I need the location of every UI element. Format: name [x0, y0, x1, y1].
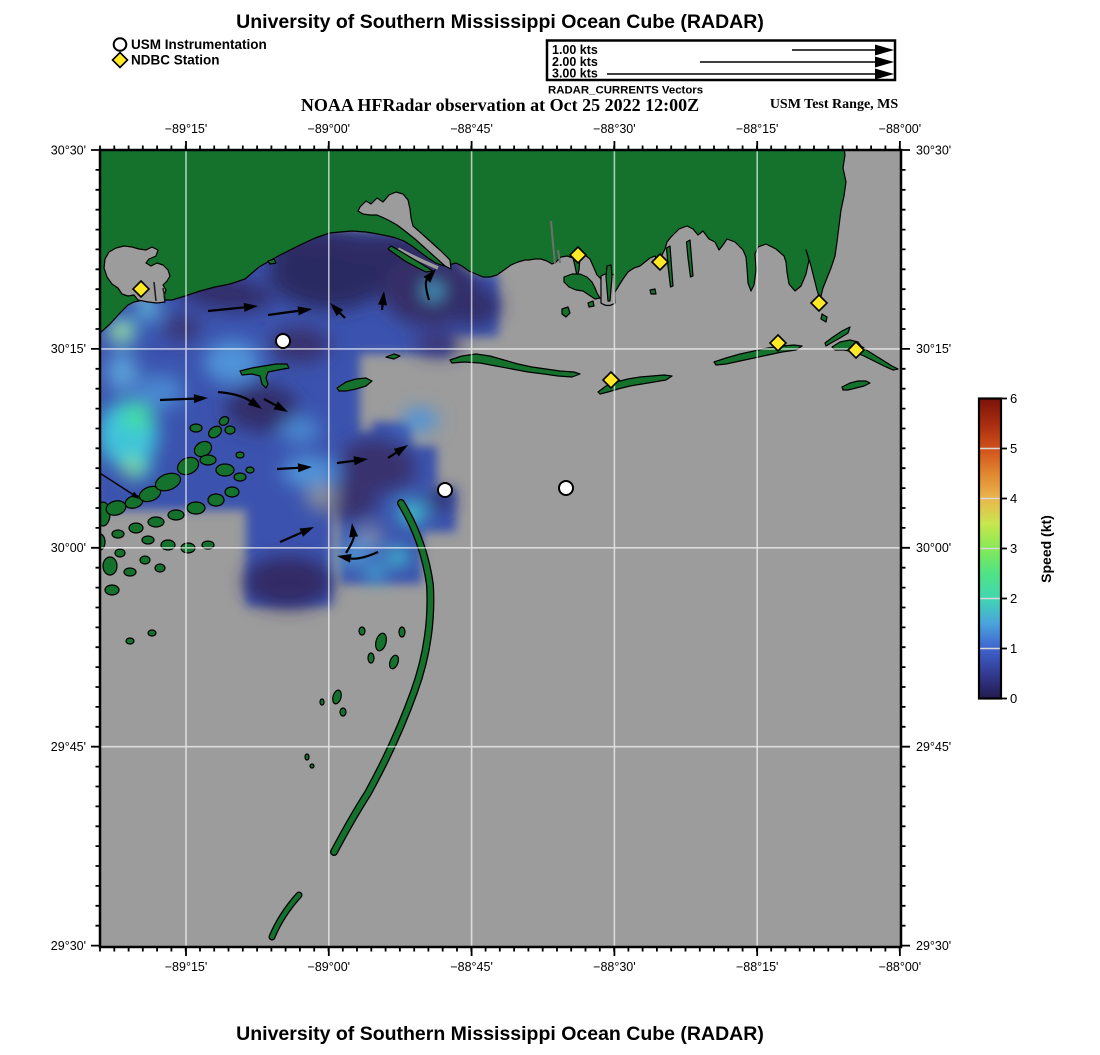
svg-text:USM Instrumentation: USM Instrumentation [131, 37, 267, 52]
svg-text:−88°45': −88°45' [450, 960, 493, 974]
svg-text:2.00 kts: 2.00 kts [552, 55, 598, 69]
svg-text:6: 6 [1010, 391, 1017, 406]
svg-text:30°00': 30°00' [51, 541, 86, 555]
svg-text:3.00 kts: 3.00 kts [552, 67, 598, 81]
svg-text:30°15': 30°15' [916, 342, 951, 356]
svg-text:−89°15': −89°15' [165, 122, 208, 136]
svg-text:−88°45': −88°45' [450, 122, 493, 136]
svg-text:0: 0 [1010, 691, 1017, 706]
svg-text:NOAA HFRadar observation at Oc: NOAA HFRadar observation at Oct 25 2022 … [301, 95, 699, 115]
svg-text:−88°30': −88°30' [593, 122, 636, 136]
svg-text:−88°00': −88°00' [879, 122, 922, 136]
svg-text:−89°00': −89°00' [308, 960, 351, 974]
svg-text:University of Southern Mississ: University of Southern Mississippi Ocean… [236, 1023, 764, 1045]
svg-text:USM Test Range, MS: USM Test Range, MS [770, 97, 899, 112]
svg-text:−88°30': −88°30' [593, 960, 636, 974]
svg-text:5: 5 [1010, 441, 1017, 456]
svg-text:29°45': 29°45' [916, 740, 951, 754]
svg-text:3: 3 [1010, 541, 1017, 556]
svg-text:RADAR_CURRENTS Vectors: RADAR_CURRENTS Vectors [548, 85, 703, 97]
svg-text:29°30': 29°30' [51, 939, 86, 953]
svg-text:30°00': 30°00' [916, 541, 951, 555]
svg-text:30°15': 30°15' [51, 342, 86, 356]
svg-text:29°45': 29°45' [51, 740, 86, 754]
svg-text:−89°15': −89°15' [165, 960, 208, 974]
svg-text:−88°00': −88°00' [879, 960, 922, 974]
svg-text:30°30': 30°30' [916, 143, 951, 157]
svg-text:2: 2 [1010, 591, 1017, 606]
svg-text:29°30': 29°30' [916, 939, 951, 953]
svg-text:NDBC Station: NDBC Station [131, 53, 220, 68]
svg-text:1.00 kts: 1.00 kts [552, 43, 598, 57]
svg-text:4: 4 [1010, 491, 1017, 506]
svg-text:1: 1 [1010, 641, 1017, 656]
svg-text:University of Southern Mississ: University of Southern Mississippi Ocean… [236, 11, 764, 33]
svg-text:−88°15': −88°15' [736, 960, 779, 974]
svg-text:−88°15': −88°15' [736, 122, 779, 136]
svg-text:Speed (kt): Speed (kt) [1038, 515, 1054, 583]
svg-text:30°30': 30°30' [51, 143, 86, 157]
svg-text:−89°00': −89°00' [308, 122, 351, 136]
